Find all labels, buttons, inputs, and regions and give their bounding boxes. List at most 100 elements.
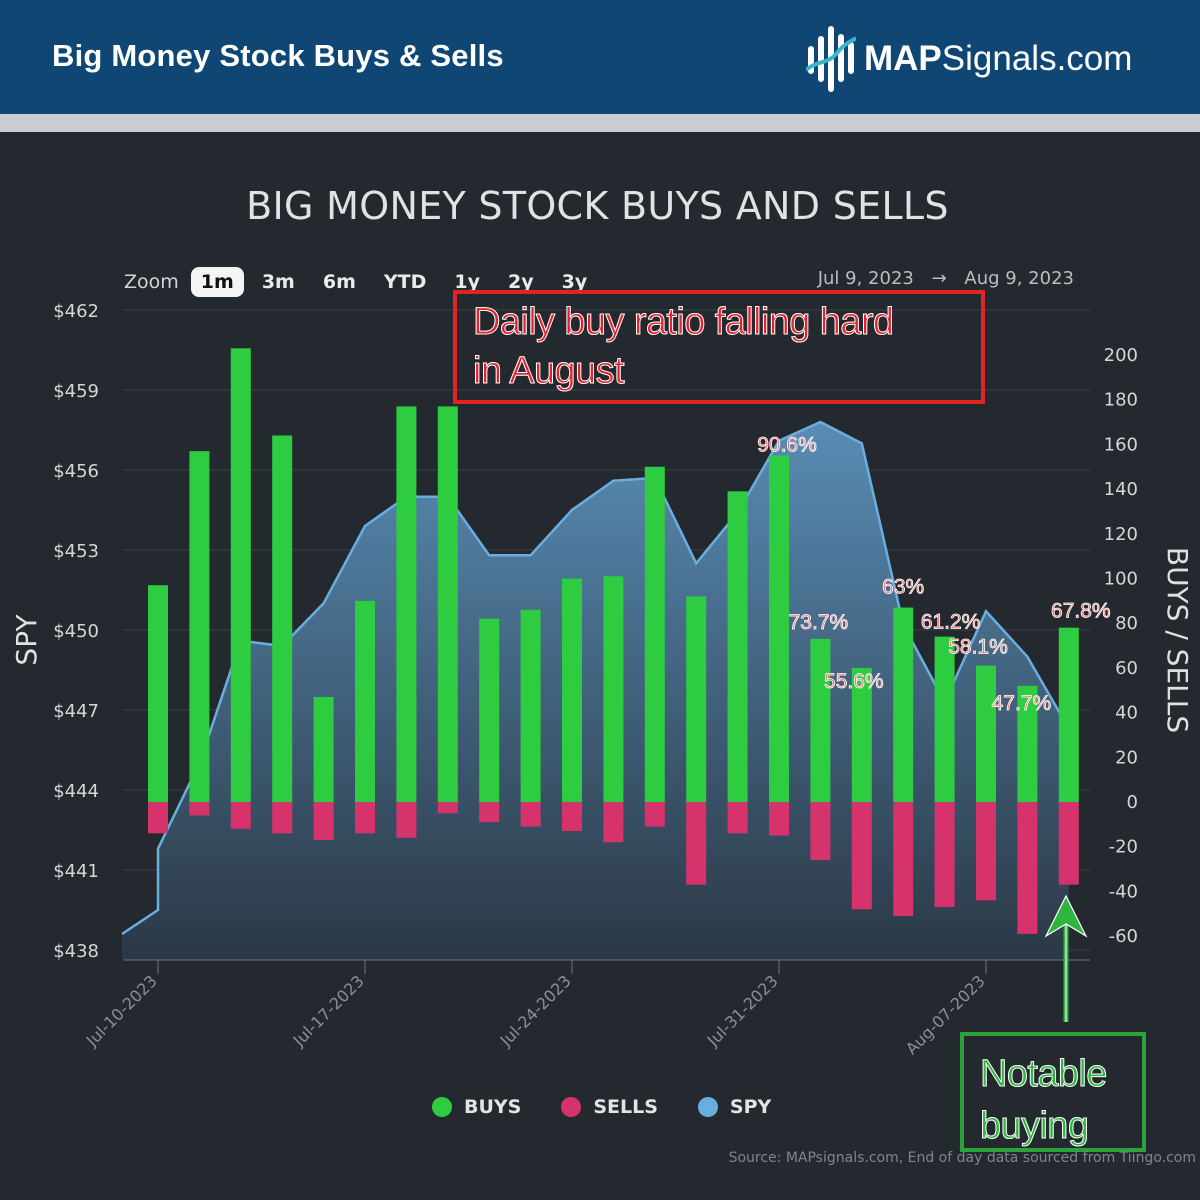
green-annotation-line1: Notable xyxy=(980,1053,1108,1096)
count-axis-tick: -20 xyxy=(1109,837,1138,858)
sell-bar xyxy=(562,802,582,832)
spy-axis-tick: $444 xyxy=(53,781,99,802)
range-arrow-icon: → xyxy=(931,268,947,289)
count-axis-tick: 40 xyxy=(1115,703,1138,724)
count-axis-tick: 120 xyxy=(1104,524,1138,545)
sell-bar xyxy=(1058,802,1079,885)
range-start[interactable]: Jul 9, 2023 xyxy=(817,268,914,289)
buy-bar xyxy=(851,667,872,802)
spy-axis-tick: $453 xyxy=(53,541,99,562)
x-axis-tick-label: Jul-17-2023 xyxy=(289,971,368,1050)
zoom-2y-button[interactable]: 2y xyxy=(507,271,534,293)
left-axis-title: SPY xyxy=(10,614,43,666)
zoom-controls: Zoom 1m 3m 6m YTD 1y 2y 3y xyxy=(124,266,605,298)
zoom-ytd-button[interactable]: YTD xyxy=(383,271,427,293)
buy-bar xyxy=(893,607,914,802)
header-divider xyxy=(0,114,1200,132)
sell-bar xyxy=(810,802,831,861)
zoom-3m-button[interactable]: 3m xyxy=(261,271,295,293)
sell-bar xyxy=(230,802,251,829)
date-range: Jul 9, 2023 → Aug 9, 2023 xyxy=(812,268,1080,289)
buy-bar xyxy=(272,435,293,802)
buy-ratio-label: 61.2% xyxy=(921,611,981,634)
sell-bar xyxy=(686,802,707,885)
range-end[interactable]: Aug 9, 2023 xyxy=(964,268,1074,289)
source-note: Source: MAPsignals.com, End of day data … xyxy=(728,1150,1196,1166)
zoom-3y-button[interactable]: 3y xyxy=(561,271,588,293)
legend-buys[interactable]: BUYS xyxy=(432,1096,521,1118)
spy-axis-tick: $459 xyxy=(53,381,99,402)
header-bar: Big Money Stock Buys & Sells MAPSignals.… xyxy=(0,0,1200,114)
logo-text: MAPSignals.com xyxy=(864,39,1133,78)
sell-bar xyxy=(603,802,624,843)
buy-bar xyxy=(479,618,500,802)
header-title: Big Money Stock Buys & Sells xyxy=(52,38,504,73)
buy-ratio-label: 90.6% xyxy=(757,434,817,457)
chart-title: BIG MONEY STOCK BUYS AND SELLS xyxy=(246,184,949,228)
zoom-6m-button[interactable]: 6m xyxy=(322,271,356,293)
legend-spy-dot-icon xyxy=(697,1097,718,1117)
sell-bar xyxy=(189,802,210,816)
buy-ratio-label: 55.6% xyxy=(824,670,884,693)
buy-bar xyxy=(189,451,210,802)
green-annotation-box: Notable buying xyxy=(960,1032,1146,1152)
sell-bar xyxy=(396,802,417,838)
buy-ratio-label: 73.7% xyxy=(789,611,849,634)
spy-area xyxy=(122,422,1069,960)
legend-spy[interactable]: SPY xyxy=(697,1096,771,1118)
right-axis-title: BUYS / SELLS xyxy=(1161,547,1194,733)
sell-bar xyxy=(851,802,872,910)
buy-bar xyxy=(727,491,748,802)
buy-bar xyxy=(686,596,707,802)
count-axis-tick: -40 xyxy=(1109,881,1138,902)
count-axis-tick: 180 xyxy=(1104,390,1138,411)
buy-bar xyxy=(1058,627,1079,802)
buy-bar xyxy=(148,585,168,802)
spy-axis-tick: $438 xyxy=(53,941,99,962)
sell-bar xyxy=(769,802,789,836)
sell-bar xyxy=(727,802,748,834)
sell-bar xyxy=(437,802,458,814)
spy-axis-tick: $462 xyxy=(53,301,99,322)
sell-bar xyxy=(479,802,500,823)
red-annotation-box: Daily buy ratio falling hard in August xyxy=(453,290,985,404)
spy-axis-tick: $456 xyxy=(53,461,99,482)
buy-bar xyxy=(562,578,582,802)
count-axis-tick: 20 xyxy=(1115,747,1138,768)
sell-bar xyxy=(893,802,914,916)
buy-bar xyxy=(396,406,417,802)
buy-bar xyxy=(603,576,624,802)
spy-axis-tick: $450 xyxy=(53,621,99,642)
count-axis-tick: 0 xyxy=(1127,792,1138,813)
buy-bar xyxy=(313,696,334,802)
green-arrow-head-icon xyxy=(1044,894,1088,938)
zoom-1m-button[interactable]: 1m xyxy=(190,267,244,297)
green-annotation-line2: buying xyxy=(980,1105,1090,1148)
buy-bar xyxy=(520,609,541,802)
legend-sells-dot-icon xyxy=(561,1097,582,1117)
red-annotation-line2: in August xyxy=(472,350,625,393)
sell-bar xyxy=(520,802,541,827)
buy-bar xyxy=(769,455,789,802)
sell-bar xyxy=(313,802,334,840)
buy-bar xyxy=(1017,685,1038,802)
chart-legend: BUYS SELLS SPY xyxy=(432,1096,811,1118)
count-axis-tick: 60 xyxy=(1115,658,1138,679)
buy-ratio-label: 47.7% xyxy=(992,692,1052,715)
buy-ratio-label: 58.1% xyxy=(948,636,1008,659)
spy-axis-tick: $441 xyxy=(53,861,99,882)
sell-bar xyxy=(1017,802,1038,934)
buy-bar xyxy=(230,348,251,802)
sell-bar xyxy=(644,802,665,827)
count-axis-tick: 200 xyxy=(1104,345,1138,366)
green-annotation-text: Notable buying xyxy=(980,1048,1108,1152)
legend-sells-label: SELLS xyxy=(593,1096,658,1118)
buy-ratio-label: 63% xyxy=(882,576,924,599)
buy-bar xyxy=(644,466,665,802)
zoom-1y-button[interactable]: 1y xyxy=(454,271,480,293)
legend-sells[interactable]: SELLS xyxy=(561,1096,658,1118)
buy-ratio-label: 67.8% xyxy=(1051,600,1111,623)
mapsignals-logo[interactable]: MAPSignals.com xyxy=(806,24,1132,94)
red-annotation-line1: Daily buy ratio falling hard xyxy=(472,301,894,344)
